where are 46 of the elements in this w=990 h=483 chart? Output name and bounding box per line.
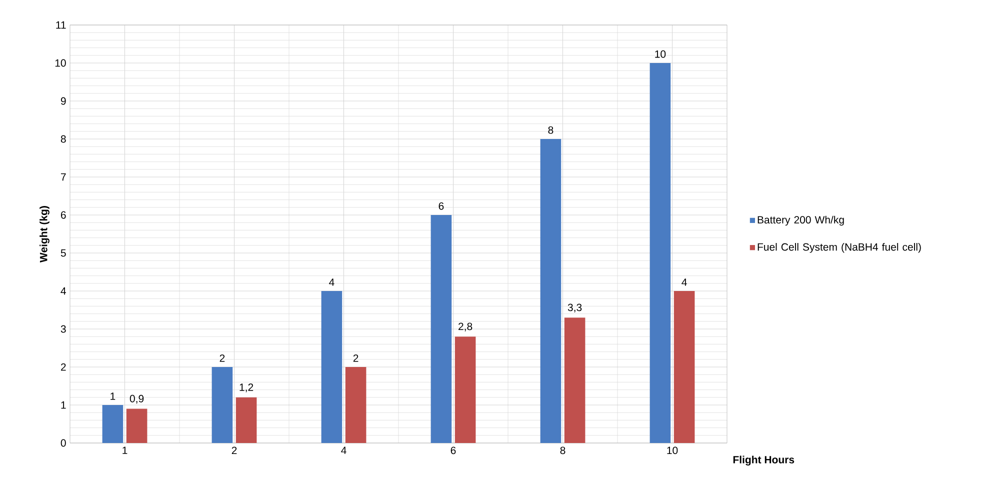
bar (212, 367, 233, 443)
bar (102, 405, 124, 443)
x-tick-label: 8 (560, 446, 566, 454)
y-tick-label: 1 (61, 401, 66, 409)
bar (345, 367, 366, 443)
y-tick-label: 0 (60, 439, 66, 447)
data-label: 4 (682, 278, 687, 286)
data-label: 2 (220, 354, 225, 362)
data-label: 6 (438, 202, 444, 210)
data-label: 1 (110, 392, 116, 400)
data-label: 0,9 (130, 394, 144, 404)
data-label: 2,8 (458, 322, 472, 332)
bar (540, 138, 562, 443)
y-tick-label: 3 (60, 325, 66, 333)
y-tick-label: 4 (60, 287, 66, 295)
y-axis-title: Weight (kg) (40, 206, 50, 262)
legend-label: Fuel Cell System (NaBH4 fuel cell) (758, 242, 921, 253)
y-tick-label: 8 (60, 135, 66, 143)
bar (321, 291, 342, 443)
data-label: 1,2 (240, 384, 254, 392)
bar (126, 408, 148, 443)
bar (650, 62, 671, 443)
x-axis-title: Flight Hours (733, 456, 794, 466)
bar (674, 291, 695, 443)
x-tick-label: 6 (450, 446, 456, 454)
y-tick-label: 2 (60, 363, 66, 371)
y-tick-label: 6 (60, 211, 66, 219)
y-tick-label: 10 (55, 59, 66, 67)
x-tick-label: 1 (122, 446, 128, 454)
data-label: 4 (329, 278, 334, 286)
data-label: 8 (548, 126, 554, 134)
bar (564, 318, 586, 443)
x-tick-label: 2 (232, 446, 237, 454)
y-tick-label: 9 (60, 97, 66, 105)
x-tick-label: 10 (667, 446, 678, 454)
y-tick-label: 7 (60, 173, 66, 181)
y-tick-label: 5 (60, 249, 66, 257)
bar (454, 336, 476, 443)
bar (236, 397, 257, 443)
x-tick-label: 4 (341, 446, 346, 454)
bar (430, 214, 452, 443)
data-label: 2 (353, 354, 358, 362)
data-label: 3,3 (568, 304, 582, 312)
y-tick-label: 11 (56, 21, 66, 29)
data-label: 10 (655, 50, 666, 58)
legend-label: Battery 200 Wh/kg (758, 216, 844, 226)
